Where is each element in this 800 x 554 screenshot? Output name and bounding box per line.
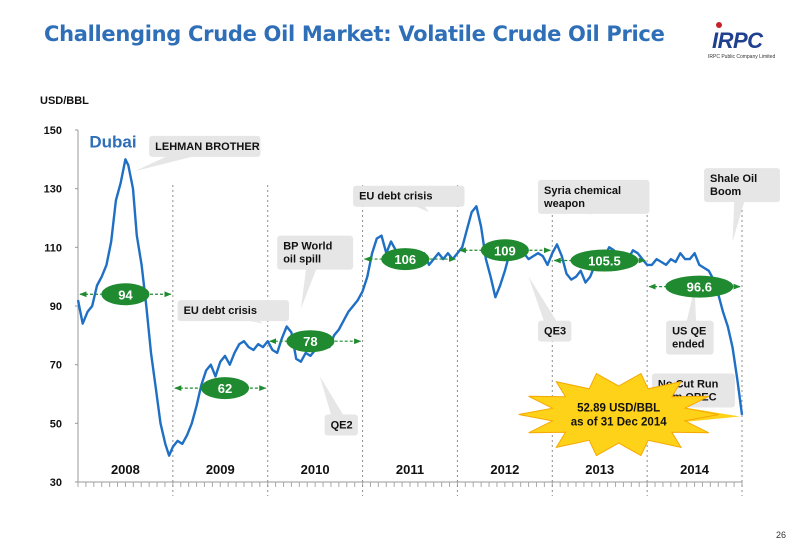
y-tick-label: 50 [50, 418, 62, 430]
annotation-box [324, 414, 358, 436]
annotation-text: EU debt crisis [184, 305, 257, 317]
x-year-label: 2011 [396, 462, 424, 477]
annotation-callout: QE2 [319, 376, 358, 436]
y-tick-label: 110 [44, 242, 62, 254]
annotation-box [277, 235, 354, 270]
y-axis-unit-label: USD/BBL [40, 95, 89, 107]
y-tick-label: 90 [50, 301, 62, 313]
average-badge-label: 109 [494, 243, 516, 258]
x-year-label: 2012 [490, 462, 519, 477]
average-badge-label: 96.6 [687, 280, 712, 295]
annotation-box [353, 185, 465, 207]
average-badge-label: 94 [118, 287, 133, 302]
average-badge [286, 330, 335, 353]
annotation-text: BP World [283, 241, 332, 253]
y-tick-label: 70 [50, 360, 62, 372]
annotation-text: QE3 [544, 326, 566, 338]
annotation-box [149, 135, 261, 157]
annotation-text: oil spill [283, 254, 321, 266]
annotation-text: Shale Oil [710, 173, 757, 185]
annotation-text: QE2 [331, 420, 353, 432]
annotation-callout: EU debt crisis [353, 185, 465, 213]
annotation-callout: EU debt crisis [177, 300, 289, 324]
company-logo: IRPC IRPC Public Company Limited [708, 18, 786, 66]
annotation-box [704, 168, 780, 203]
logo-dot-icon [716, 22, 722, 28]
x-year-label: 2008 [111, 462, 140, 477]
highlight-text: as of 31 Dec 2014 [571, 417, 668, 429]
annotation-callout: LEHMAN BROTHER [134, 135, 261, 172]
y-tick-label: 150 [44, 125, 62, 137]
annotation-box [538, 320, 572, 342]
annotation-callout: QE3 [528, 276, 572, 342]
average-badge [381, 248, 430, 271]
average-badge-label: 106 [394, 252, 416, 267]
average-badge [101, 283, 150, 306]
average-badge [480, 239, 529, 262]
series-label-dubai: Dubai [89, 133, 136, 152]
x-year-label: 2010 [301, 462, 330, 477]
annotation-text: EU debt crisis [359, 191, 432, 203]
y-tick-label: 130 [44, 184, 62, 196]
annotation-box [177, 300, 289, 322]
average-badge-label: 78 [303, 334, 317, 349]
annotation-text: LEHMAN BROTHER [155, 141, 260, 153]
average-badge [665, 275, 734, 298]
annotation-pointer [528, 276, 562, 335]
logo-wordmark: IRPC [712, 28, 763, 53]
annotation-text: Boom [710, 186, 741, 198]
annotation-text: US QE [672, 326, 706, 338]
annotation-text: weapon [543, 198, 585, 210]
y-tick-label: 30 [50, 477, 62, 489]
x-year-label: 2009 [206, 462, 235, 477]
slide-title: Challenging Crude Oil Market: Volatile C… [44, 22, 665, 46]
annotation-box [538, 179, 650, 214]
highlight-starburst [518, 372, 719, 457]
x-year-label: 2013 [585, 462, 614, 477]
average-badge [570, 249, 639, 272]
page-number: 26 [775, 530, 786, 540]
average-badge-label: 105.5 [588, 254, 621, 269]
annotation-box [666, 320, 714, 355]
annotation-text: ended [672, 339, 704, 351]
annotation-text: Syria chemical [544, 185, 621, 197]
average-badge [201, 377, 250, 400]
logo-subtitle: IRPC Public Company Limited [708, 54, 776, 60]
average-badge-label: 62 [218, 381, 232, 396]
x-year-label: 2014 [680, 462, 710, 477]
highlight-text: 52.89 USD/BBL [577, 403, 660, 415]
